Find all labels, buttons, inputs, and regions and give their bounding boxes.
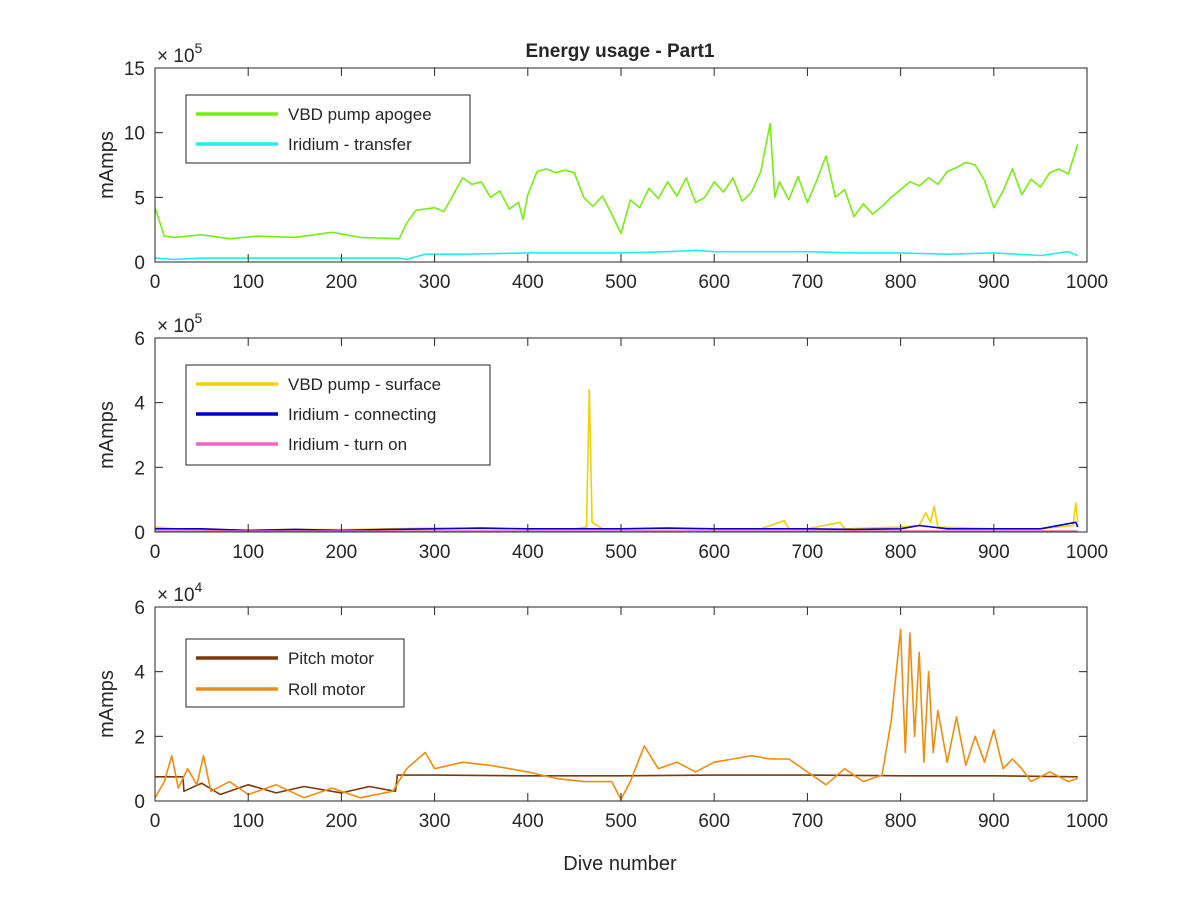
- x-tick-label: 400: [512, 811, 544, 832]
- x-tick-label: 0: [150, 811, 161, 832]
- y-tick-label: 2: [134, 458, 145, 479]
- legend-label-2: Iridium - transfer: [288, 135, 412, 154]
- series-line-2: [155, 521, 1079, 532]
- x-tick-label: 400: [512, 542, 544, 563]
- panel-3: 0 100 200 300 400 500 600 700 800 900 1000 0 2 4 6 × 10…: [96, 579, 1108, 832]
- y-tick-label: 0: [134, 523, 145, 544]
- x-tick-label: 800: [885, 811, 917, 832]
- series-line-1: [155, 122, 1079, 240]
- x-tick-label: 700: [792, 542, 824, 563]
- legend: VBD pump - surface Iridium - connecting Ir…: [185, 364, 491, 466]
- legend-label-3: Iridium - turn on: [288, 435, 407, 454]
- y-axis-label: mAmps: [96, 401, 118, 469]
- y-tick-label: 10: [124, 124, 145, 145]
- legend-label-1: Pitch motor: [288, 649, 374, 668]
- x-tick-label: 1000: [1066, 811, 1108, 832]
- chart-title: Energy usage - Part1: [525, 41, 714, 62]
- x-tick-label: 400: [512, 272, 544, 293]
- x-tick-label: 1000: [1066, 542, 1108, 563]
- x-tick-label: 300: [419, 542, 451, 563]
- y-exponent-label: × 104: [157, 579, 203, 606]
- x-tick-label: 600: [698, 542, 730, 563]
- legend: VBD pump apogee Iridium - transfer: [185, 94, 471, 164]
- y-tick-label: 15: [124, 59, 145, 80]
- x-tick-label: 900: [978, 811, 1010, 832]
- series-group: [155, 122, 1079, 261]
- legend-label-2: Roll motor: [288, 680, 366, 699]
- x-tick-label: 100: [232, 272, 264, 293]
- series-line-2: [155, 628, 1078, 801]
- legend-box: [185, 94, 471, 164]
- x-tick-label: 300: [419, 272, 451, 293]
- y-axis-label: mAmps: [96, 670, 118, 738]
- y-axis-label: mAmps: [96, 131, 118, 199]
- x-tick-label: 200: [326, 272, 358, 293]
- x-tick-label: 500: [605, 811, 637, 832]
- x-tick-label: 0: [150, 542, 161, 563]
- panels: 0 100 200 300 400 500 600 700 800 900 1000051015× …: [96, 40, 1108, 832]
- x-tick-label: 600: [698, 272, 730, 293]
- legend-box: [185, 638, 405, 708]
- y-exponent-label: × 105: [157, 310, 203, 337]
- y-tick-label: 4: [134, 663, 145, 684]
- legend-label-1: VBD pump apogee: [288, 105, 432, 124]
- x-tick-label: 900: [978, 272, 1010, 293]
- x-tick-label: 700: [792, 811, 824, 832]
- x-tick-label: 0: [150, 272, 161, 293]
- y-tick-label: 0: [134, 792, 145, 813]
- x-tick-label: 600: [698, 811, 730, 832]
- x-tick-label: 800: [885, 272, 917, 293]
- y-tick-label: 2: [134, 727, 145, 748]
- y-tick-label: 6: [134, 598, 145, 619]
- series-group: [155, 628, 1078, 801]
- y-tick-label: 4: [134, 394, 145, 415]
- legend: Pitch motor Roll motor: [185, 638, 405, 708]
- x-tick-label: 900: [978, 542, 1010, 563]
- y-exponent-label: × 105: [157, 40, 203, 67]
- x-axis-label: Dive number: [563, 853, 677, 875]
- x-tick-label: 200: [326, 542, 358, 563]
- series-line-1: [155, 774, 1078, 796]
- y-tick-label: 6: [134, 329, 145, 350]
- legend-label-1: VBD pump - surface: [288, 375, 441, 394]
- legend-label-2: Iridium - connecting: [288, 405, 436, 424]
- x-tick-label: 800: [885, 542, 917, 563]
- x-tick-label: 500: [605, 272, 637, 293]
- series-line-2: [155, 249, 1079, 261]
- panel-1: 0 100 200 300 400 500 600 700 800 900 1000 0 5 10 15 × …: [96, 40, 1108, 293]
- x-tick-label: 100: [232, 542, 264, 563]
- y-tick-label: 0: [134, 253, 145, 274]
- x-tick-label: 100: [232, 811, 264, 832]
- x-tick-label: 200: [326, 811, 358, 832]
- panel-2: 0 100 200 300 400 500 600 700 800 900 1000 0 2 4 6 × 10…: [96, 310, 1108, 563]
- y-tick-label: 5: [134, 188, 145, 209]
- x-tick-label: 1000: [1066, 272, 1108, 293]
- x-tick-label: 500: [605, 542, 637, 563]
- x-tick-label: 700: [792, 272, 824, 293]
- x-tick-label: 300: [419, 811, 451, 832]
